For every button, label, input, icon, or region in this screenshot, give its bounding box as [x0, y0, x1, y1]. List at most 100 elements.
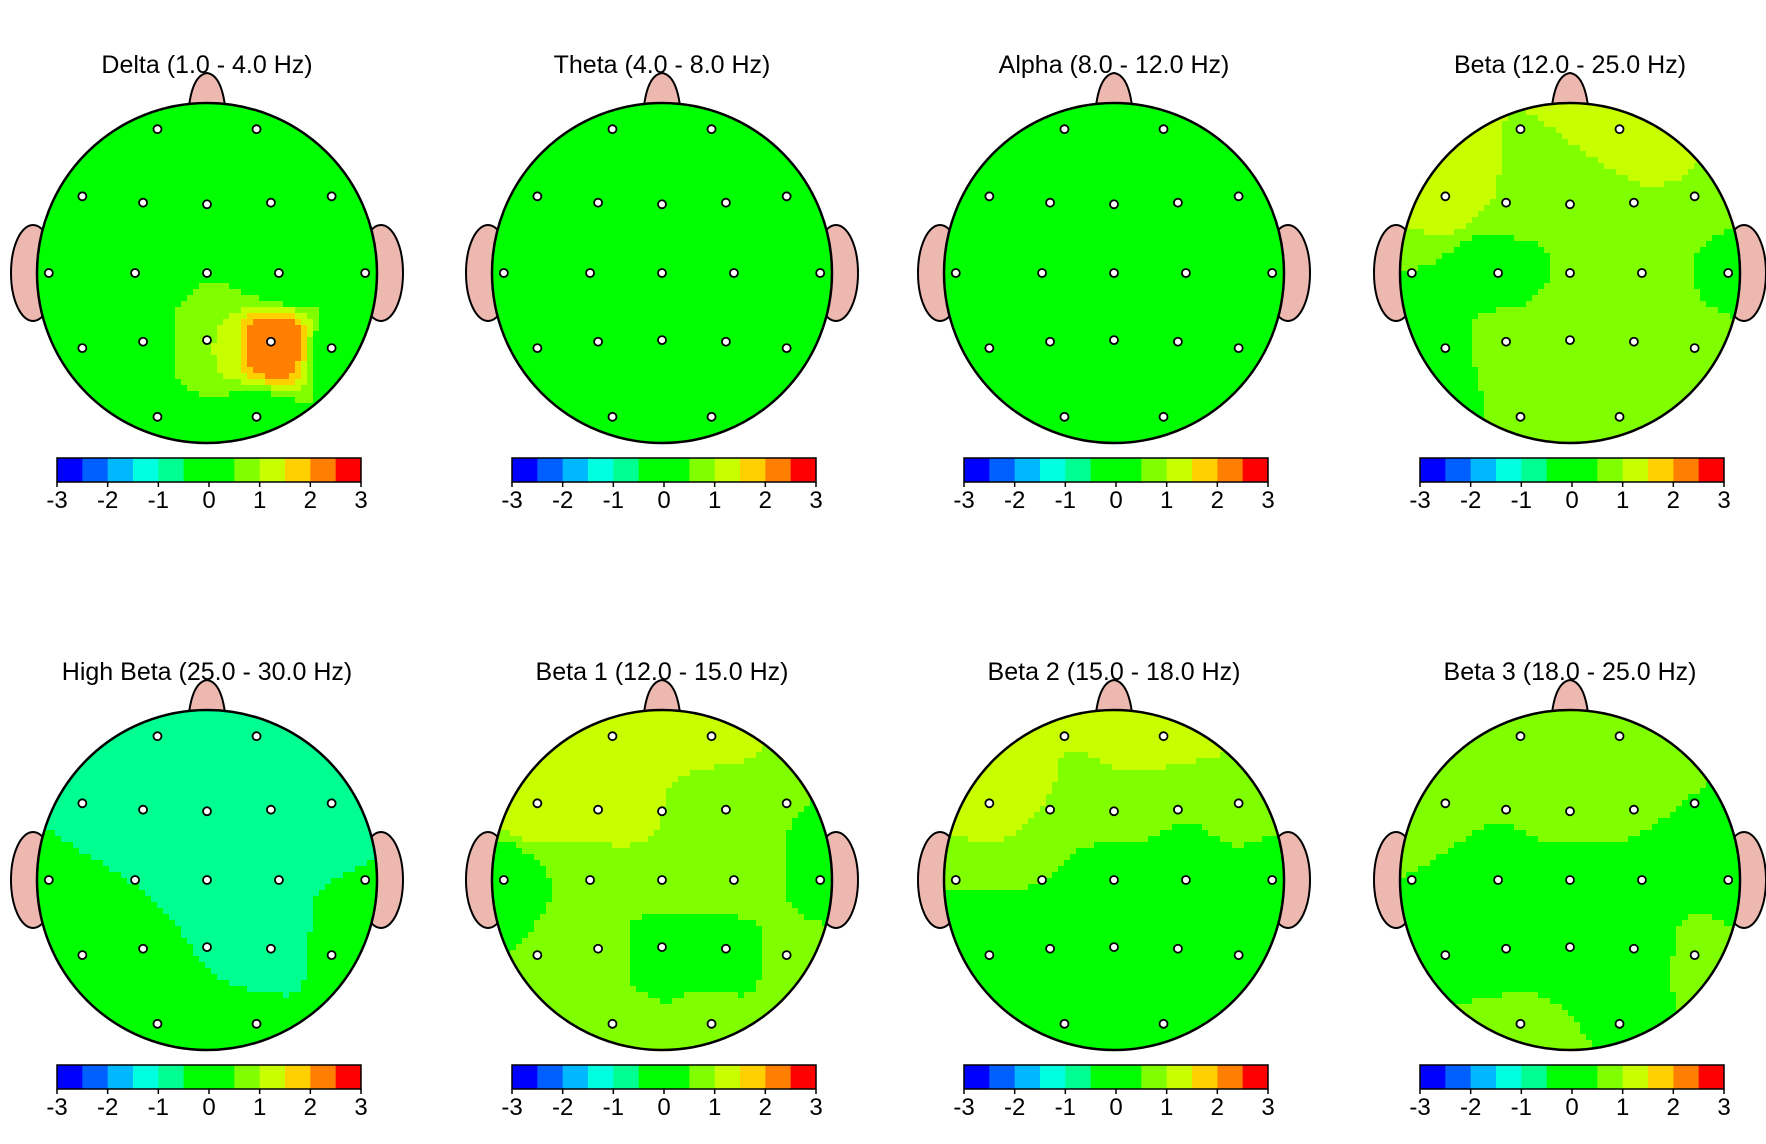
heat-cell [277, 289, 284, 296]
heat-cell [528, 205, 535, 212]
heat-cell [187, 121, 194, 128]
heat-cell [780, 241, 787, 248]
heat-cell [157, 343, 164, 350]
heat-cell [666, 139, 673, 146]
heat-cell [133, 343, 140, 350]
heat-cell [576, 157, 583, 164]
heat-cell [109, 289, 116, 296]
heat-cell [690, 151, 697, 158]
heat-cell [804, 217, 811, 224]
heat-cell [283, 403, 290, 410]
heat-cell [259, 307, 266, 314]
colorbar-cell [133, 458, 159, 482]
heat-cell [169, 277, 176, 284]
heat-cell [181, 421, 188, 428]
heat-cell [241, 151, 248, 158]
heat-cell [642, 265, 649, 272]
heat-cell [558, 361, 565, 368]
heat-cell [678, 259, 685, 266]
heat-cell [301, 319, 308, 326]
heat-cell [702, 325, 709, 332]
heat-cell [642, 349, 649, 356]
heat-cell [636, 121, 643, 128]
heat-cell [319, 343, 326, 350]
heat-cell [349, 169, 356, 176]
heat-cell [630, 211, 637, 218]
heat-cell [762, 127, 769, 134]
heat-cell [678, 175, 685, 182]
heat-cell [97, 367, 104, 374]
heat-cell [211, 133, 218, 140]
heat-cell [229, 181, 236, 188]
heat-cell [822, 283, 829, 290]
heat-cell [139, 187, 146, 194]
heat-cell [594, 241, 601, 248]
heat-cell [271, 133, 278, 140]
heat-cell [558, 331, 565, 338]
heat-cell [492, 331, 499, 338]
heat-cell [636, 301, 643, 308]
heat-cell [217, 151, 224, 158]
heat-cell [774, 289, 781, 296]
heat-cell [522, 355, 529, 362]
heat-cell [666, 295, 673, 302]
heat-cell [301, 331, 308, 338]
heat-cell [49, 331, 56, 338]
heat-cell [181, 253, 188, 260]
heat-cell [492, 289, 499, 296]
heat-cell [127, 259, 134, 266]
heat-cell [684, 151, 691, 158]
heat-cell [552, 301, 559, 308]
heat-cell [780, 301, 787, 308]
heat-cell [241, 433, 248, 440]
heat-cell [546, 163, 553, 170]
heat-cell [510, 241, 517, 248]
heat-cell [115, 265, 122, 272]
heat-cell [768, 205, 775, 212]
heat-cell [247, 337, 254, 344]
heat-cell [187, 283, 194, 290]
heat-cell [175, 181, 182, 188]
heat-cell [666, 337, 673, 344]
heat-cell [738, 169, 745, 176]
heat-cell [187, 367, 194, 374]
heat-cell [211, 175, 218, 182]
heat-cell [504, 229, 511, 236]
heat-cell [337, 295, 344, 302]
heat-cell [193, 379, 200, 386]
heat-cell [271, 343, 278, 350]
heat-cell [127, 199, 134, 206]
heat-cell [223, 103, 230, 110]
heat-cell [624, 133, 631, 140]
heat-cell [738, 289, 745, 296]
heat-cell [660, 241, 667, 248]
heat-cell [247, 319, 254, 326]
heat-cell [217, 355, 224, 362]
heat-cell [654, 265, 661, 272]
heat-cell [516, 271, 523, 278]
heat-cell [313, 199, 320, 206]
heat-cell [49, 289, 56, 296]
heat-cell [217, 103, 224, 110]
heat-cell [181, 163, 188, 170]
colorbar: -3 -2 -1 0 1 2 3 [46, 457, 368, 514]
heat-cell [253, 145, 260, 152]
heat-cell [325, 199, 332, 206]
heat-cell [654, 325, 661, 332]
heat-cell [546, 199, 553, 206]
heat-cell [187, 373, 194, 380]
heat-cell [714, 271, 721, 278]
heat-cell [85, 181, 92, 188]
heat-cell [343, 361, 350, 368]
heat-cell [235, 415, 242, 422]
heat-cell [504, 235, 511, 242]
heat-cell [169, 109, 176, 116]
heat-cell [684, 289, 691, 296]
heat-cell [175, 355, 182, 362]
heat-cell [690, 295, 697, 302]
heat-cell [720, 163, 727, 170]
heat-cell [247, 121, 254, 128]
heat-cell [684, 229, 691, 236]
heat-cell [816, 295, 823, 302]
heat-cell [618, 217, 625, 224]
